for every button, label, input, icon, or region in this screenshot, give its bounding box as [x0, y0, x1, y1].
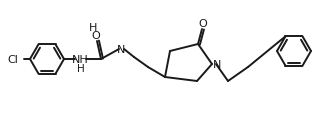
Text: N: N: [213, 59, 221, 69]
Text: H: H: [89, 23, 97, 33]
Text: O: O: [92, 31, 101, 41]
Text: Cl: Cl: [7, 54, 18, 64]
Text: H: H: [77, 63, 85, 73]
Text: O: O: [199, 19, 207, 29]
Text: N: N: [117, 45, 125, 54]
Text: NH: NH: [71, 54, 89, 64]
